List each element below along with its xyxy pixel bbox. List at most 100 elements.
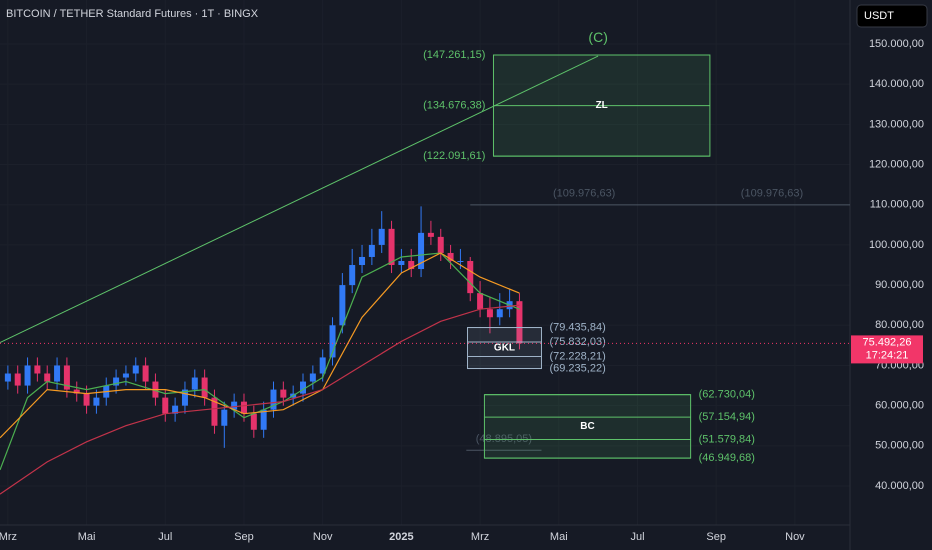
- zone-level-label: (62.730,04): [699, 389, 755, 401]
- y-tick-label: 120.000,00: [869, 158, 924, 170]
- y-tick-label: 140.000,00: [869, 78, 924, 90]
- wave-label: (C): [588, 29, 607, 45]
- y-tick-label: 130.000,00: [869, 118, 924, 130]
- x-tick-label: Mai: [550, 531, 568, 543]
- zone-box: [467, 327, 542, 370]
- candle-body: [93, 397, 100, 406]
- currency-button[interactable]: [856, 4, 928, 28]
- y-tick-label: 90.000,00: [875, 279, 924, 291]
- last-price-label: 75.492,26: [863, 336, 912, 348]
- candle-body: [319, 357, 326, 374]
- candle-body: [44, 373, 51, 382]
- chart-title: BITCOIN / TETHER Standard Futures · 1T ·…: [6, 8, 259, 20]
- x-tick-label: Jul: [158, 531, 172, 543]
- candle-body: [231, 401, 238, 410]
- moving-average: [0, 304, 520, 495]
- candle-body: [83, 393, 90, 406]
- x-tick-label: Jul: [630, 531, 644, 543]
- y-tick-label: 110.000,00: [870, 199, 924, 211]
- x-tick-label: 2025: [389, 531, 413, 543]
- y-tick-label: 40.000,00: [875, 480, 924, 492]
- candle-body: [250, 413, 257, 430]
- candle-body: [447, 252, 454, 261]
- candle-body: [300, 381, 307, 394]
- candle-body: [427, 232, 434, 237]
- candle-body: [54, 365, 61, 382]
- candle-body: [349, 265, 356, 286]
- zone-name: ZL: [596, 100, 608, 111]
- candle-body: [211, 397, 218, 426]
- candle-body: [24, 365, 31, 386]
- candle-body: [63, 365, 70, 390]
- zone-level-label: (57.154,94): [699, 411, 755, 423]
- candle-body: [142, 365, 149, 382]
- candle-body: [221, 409, 228, 426]
- countdown-label: 17:24:21: [866, 349, 909, 361]
- x-tick-label: Sep: [234, 531, 254, 543]
- candle-body: [270, 389, 277, 410]
- moving-average: [0, 252, 520, 439]
- zone-level-label: (75.832,03): [549, 336, 605, 348]
- candle-body: [280, 389, 287, 398]
- candle-body: [467, 260, 474, 294]
- candle-body: [359, 256, 366, 266]
- candle-body: [329, 325, 336, 358]
- candle-body: [486, 309, 493, 318]
- candle-body: [398, 260, 405, 266]
- candle-body: [339, 285, 346, 326]
- trend-line: [0, 55, 599, 344]
- candle-body: [172, 405, 179, 414]
- zone-level-label: (134.676,38): [423, 99, 485, 111]
- zone-level-label: (147.261,15): [423, 49, 485, 61]
- y-tick-label: 150.000,00: [869, 38, 924, 50]
- zone-level-label: (72.228,21): [549, 350, 605, 362]
- price-line-label: (109.976,63): [741, 188, 803, 200]
- candle-body: [132, 365, 139, 374]
- x-tick-label: Nov: [785, 531, 805, 543]
- candle-body: [408, 260, 415, 270]
- y-tick-label: 50.000,00: [875, 440, 924, 452]
- candle-body: [4, 373, 11, 382]
- x-tick-label: Mai: [78, 531, 96, 543]
- zone-level-label: (122.091,61): [423, 150, 485, 162]
- y-tick-label: 60.000,00: [875, 400, 924, 412]
- moving-average: [0, 252, 520, 471]
- zone-name: GKL: [494, 343, 515, 354]
- currency-label: USDT: [864, 10, 894, 22]
- zone-level-label: (69.235,22): [549, 362, 605, 374]
- zone-name: BC: [580, 421, 594, 432]
- zone-level-label: (46.949,68): [699, 452, 755, 464]
- x-tick-label: Mrz: [0, 531, 17, 543]
- candle-body: [201, 377, 208, 398]
- candle-body: [309, 373, 316, 382]
- x-tick-label: Nov: [313, 531, 333, 543]
- candle-body: [73, 389, 80, 394]
- candle-body: [368, 244, 375, 257]
- candle-body: [113, 377, 120, 386]
- candle-body: [240, 401, 247, 414]
- x-tick-label: Mrz: [471, 531, 489, 543]
- candle-body: [457, 260, 464, 262]
- candle-body: [162, 397, 169, 414]
- zone-level-label: (79.435,84): [549, 321, 605, 333]
- zone-box: [483, 394, 692, 459]
- last-price-box: [851, 335, 923, 364]
- y-tick-label: 80.000,00: [875, 319, 924, 331]
- candle-body: [496, 309, 503, 318]
- candle-body: [191, 377, 198, 390]
- zone-level-label: (51.579,84): [699, 433, 755, 445]
- candle-body: [437, 236, 444, 253]
- x-tick-label: Sep: [706, 531, 726, 543]
- candle-body: [260, 409, 267, 430]
- candle-body: [14, 373, 21, 386]
- candle-body: [122, 373, 129, 378]
- candle-body: [181, 389, 188, 406]
- candle-body: [418, 232, 425, 270]
- candle-body: [516, 301, 523, 344]
- candle-body: [378, 228, 385, 245]
- candle-body: [388, 228, 395, 266]
- candle-body: [477, 293, 484, 310]
- candle-body: [34, 365, 41, 374]
